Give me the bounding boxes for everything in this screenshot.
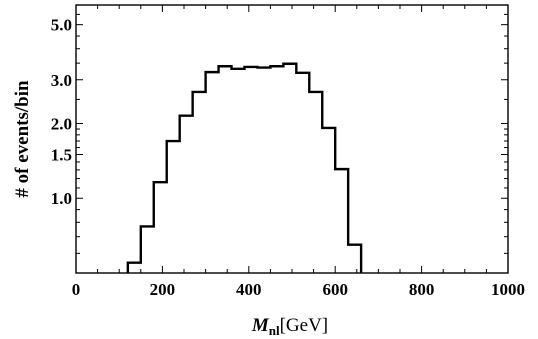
x-axis-label-subscript: nl bbox=[269, 323, 280, 338]
x-tick-label: 0 bbox=[72, 280, 81, 299]
x-tick-label: 800 bbox=[409, 280, 435, 299]
histogram-bin bbox=[296, 73, 309, 273]
ticks bbox=[75, 5, 509, 273]
x-tick-label: 400 bbox=[236, 280, 262, 299]
y-tick-label: 2.0 bbox=[51, 114, 72, 133]
y-tick-label: 3.0 bbox=[51, 71, 72, 90]
x-axis-label: Mnl[GeV] bbox=[251, 315, 328, 338]
y-axis-label: # of events/bin bbox=[12, 80, 33, 198]
histogram-bin bbox=[335, 169, 348, 273]
x-tick-label: 1000 bbox=[491, 280, 525, 299]
histogram-bin bbox=[257, 68, 270, 273]
histogram-bin bbox=[180, 116, 193, 273]
x-tick-label: 200 bbox=[150, 280, 176, 299]
y-tick-label: 1.5 bbox=[51, 146, 72, 165]
y-tick-label: 5.0 bbox=[51, 16, 72, 35]
histogram-bin bbox=[283, 64, 296, 273]
histogram-bin bbox=[206, 72, 219, 273]
histogram-bin bbox=[154, 182, 167, 273]
histogram-bin bbox=[309, 92, 322, 273]
x-axis-label-unit: [GeV] bbox=[280, 315, 329, 336]
y-tick-label: 1.0 bbox=[51, 189, 72, 208]
histogram-bin bbox=[193, 92, 206, 273]
tick-labels: 0 200 400 600 800 1000 1.0 1.5 2.0 3.0 5.0 bbox=[51, 16, 525, 299]
x-tick-label: 600 bbox=[322, 280, 348, 299]
x-axis-label-main: M bbox=[251, 315, 270, 336]
histogram-bin bbox=[270, 66, 283, 273]
histogram-bin bbox=[232, 69, 245, 273]
histogram-bin bbox=[348, 245, 361, 273]
histogram-bin bbox=[219, 66, 232, 273]
histogram-bins bbox=[126, 62, 363, 273]
histogram-bin bbox=[128, 263, 141, 273]
histogram-bin bbox=[141, 226, 154, 273]
histogram-bin bbox=[244, 67, 257, 273]
histogram-bin bbox=[322, 128, 335, 273]
histogram-bin bbox=[167, 141, 180, 273]
histogram-outline bbox=[126, 62, 363, 273]
